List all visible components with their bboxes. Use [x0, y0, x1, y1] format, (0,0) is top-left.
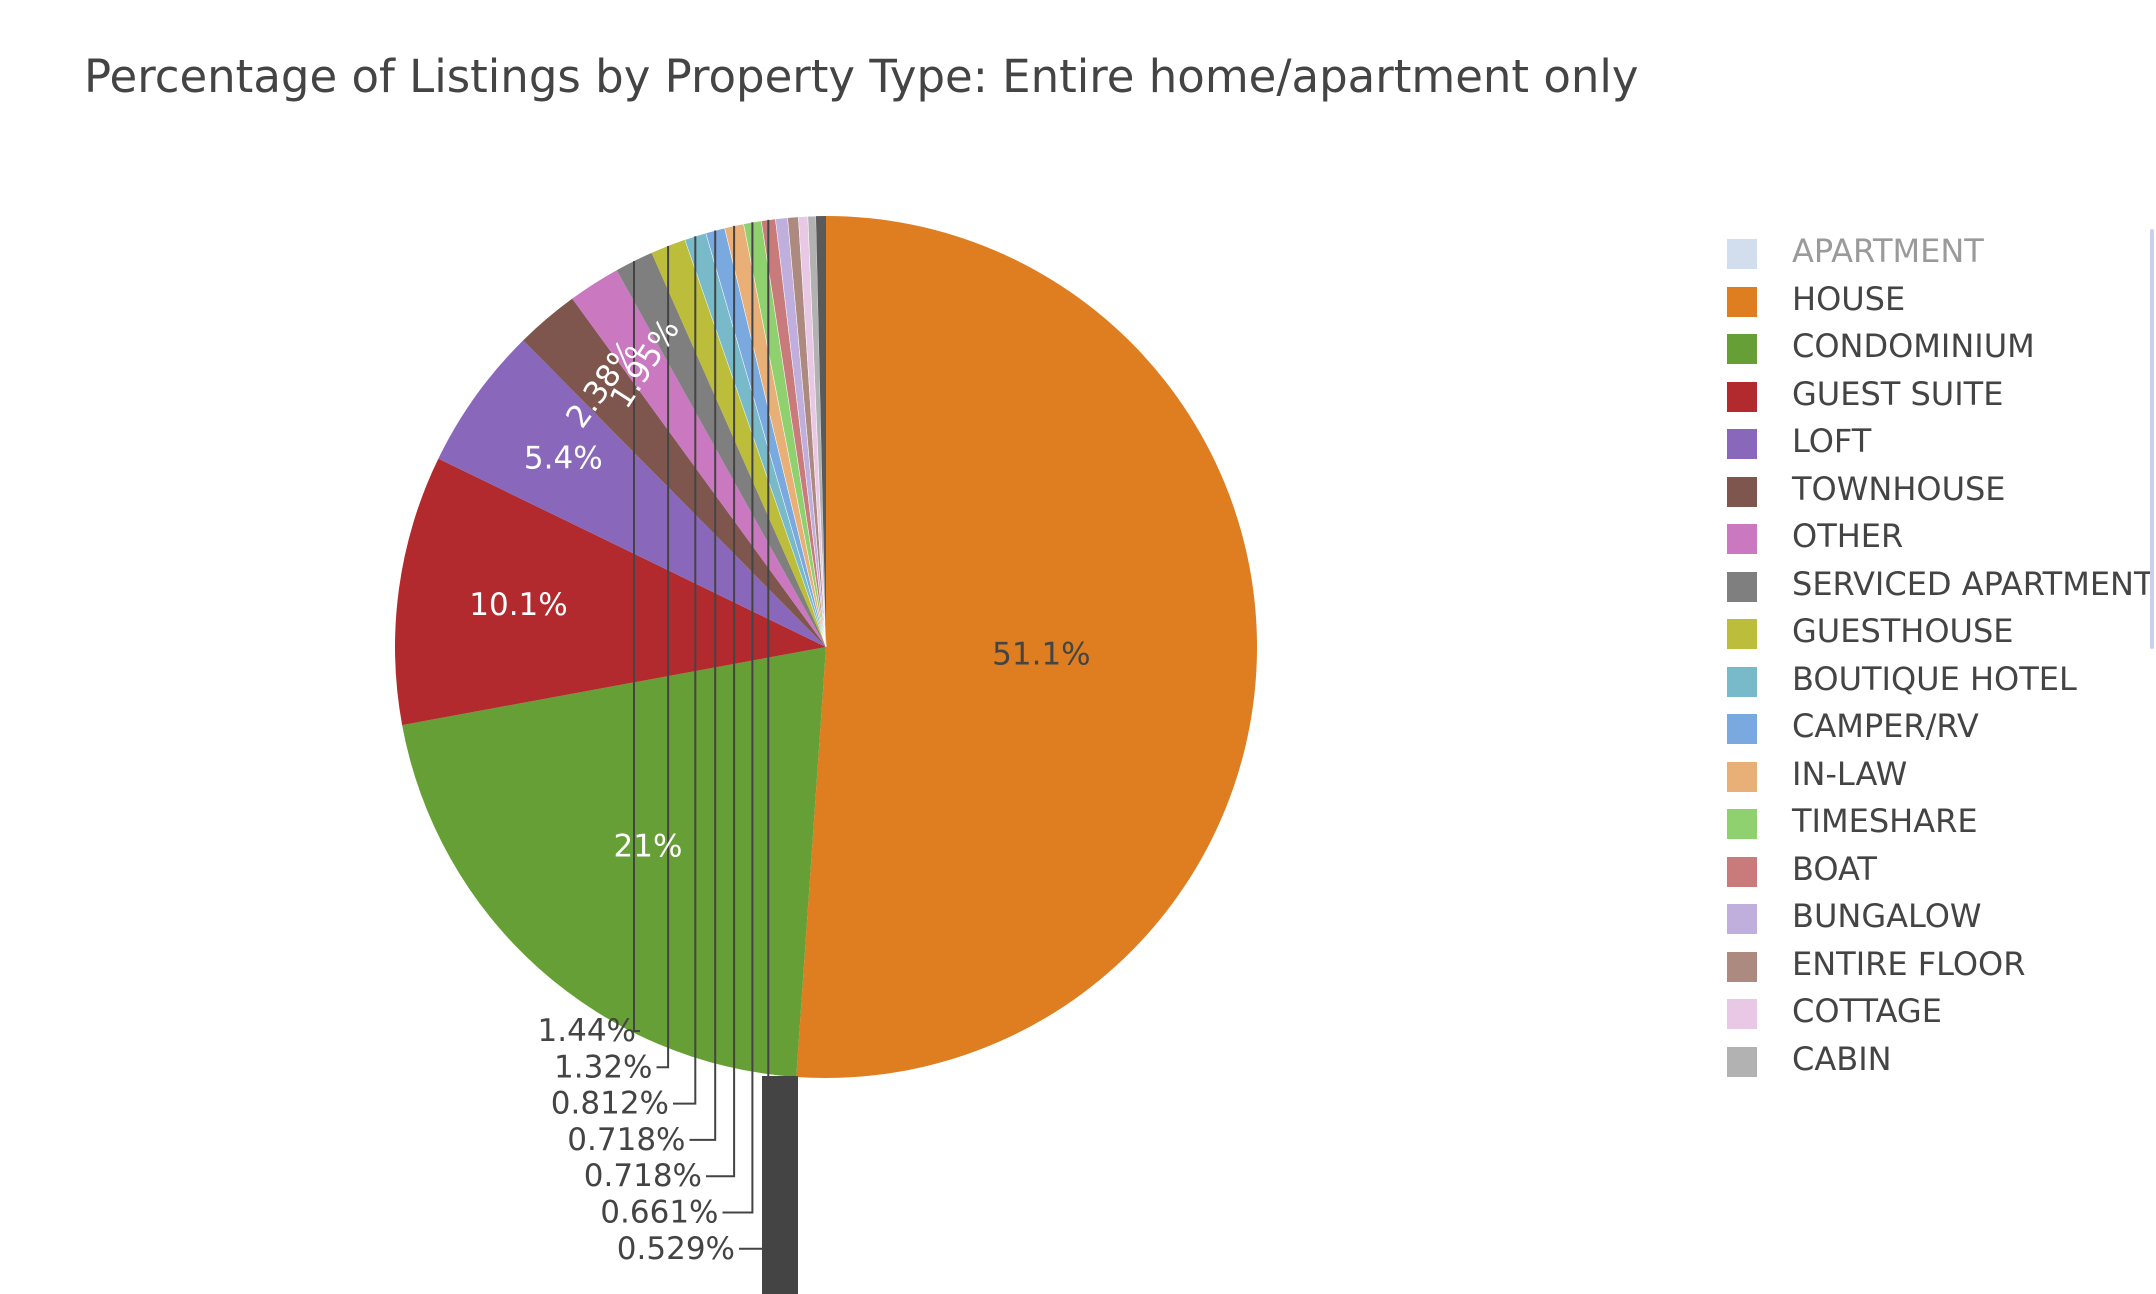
leader-line — [656, 246, 670, 1069]
legend-label: BUNGALOW — [1792, 897, 1982, 935]
legend-swatch — [1727, 571, 1757, 602]
slice-label: 51.1% — [992, 636, 1090, 672]
legend-swatch — [1727, 809, 1757, 839]
legend-label: SERVICED APARTMENT — [1792, 564, 2154, 603]
legend-swatch — [1727, 619, 1757, 649]
pie-slice-guest-suite[interactable] — [395, 458, 826, 726]
legend-label: HOUSE — [1792, 279, 1906, 318]
legend-swatch — [1727, 476, 1757, 507]
slice-label-outside: 0.529% — [617, 1231, 735, 1267]
pie-slice-loft[interactable] — [438, 340, 826, 647]
legend-label: IN-LAW — [1792, 754, 1908, 793]
slice-label-outside: 0.661% — [600, 1195, 718, 1231]
leader-line — [633, 261, 640, 1032]
legend-swatch — [1727, 334, 1757, 364]
slice-label-outside: 0.718% — [567, 1122, 685, 1158]
slice-label-outside: 0.718% — [584, 1158, 702, 1194]
legend-swatch — [1727, 714, 1757, 744]
legend-label: CONDOMINIUM — [1792, 327, 2035, 365]
legend-swatch — [1727, 951, 1757, 982]
legend-swatch — [1727, 761, 1757, 792]
legend-label: GUESTHOUSE — [1792, 612, 2014, 650]
legend-label: LOFT — [1792, 422, 1872, 460]
pie-slice-cabin[interactable] — [807, 215, 827, 648]
legend-label: GUEST SUITE — [1792, 374, 2004, 413]
slice-labels: 51.1%21%10.1%5.4%2.38%1.95%1.44%1.32%0.8… — [469, 313, 1090, 1267]
leader-line — [673, 236, 697, 1105]
leader-line-bundle — [762, 1076, 798, 1294]
legend-swatch — [1727, 904, 1757, 934]
pie-slices — [395, 215, 1258, 1079]
legend-swatch — [1727, 524, 1757, 554]
legend-swatch — [1727, 429, 1757, 459]
legend-label: CAMPER/RV — [1792, 707, 1979, 745]
leader-line — [689, 230, 717, 1141]
slice-label-outside: 1.44% — [538, 1013, 636, 1049]
legend-swatch — [1727, 239, 1757, 269]
legend-label: BOUTIQUE HOTEL — [1792, 659, 2077, 698]
legend-label: ENTIRE FLOOR — [1792, 944, 2026, 983]
legend-label: APARTMENT — [1792, 232, 1984, 270]
slice-label: 5.4% — [524, 441, 603, 477]
legend-label: BOAT — [1792, 849, 1877, 888]
legend-swatch — [1727, 666, 1757, 697]
legend-swatch — [1727, 856, 1757, 887]
legend-label: CABIN — [1792, 1039, 1892, 1078]
pie-slice-townhouse[interactable] — [523, 298, 826, 647]
slice-label-outside: 1.32% — [554, 1049, 652, 1085]
legend-swatch — [1727, 381, 1757, 412]
legend-label: TOWNHOUSE — [1792, 469, 2006, 508]
leader-lines — [633, 219, 798, 1294]
leader-line — [722, 222, 754, 1214]
legend-label: TIMESHARE — [1792, 802, 1978, 840]
slice-label-outside: 0.812% — [551, 1086, 669, 1122]
legend-swatch — [1727, 286, 1757, 317]
pie-slice-house[interactable] — [796, 216, 1258, 1079]
slice-label: 10.1% — [469, 587, 567, 623]
chart-title: Percentage of Listings by Property Type:… — [84, 50, 1639, 103]
legend-label: COTTAGE — [1792, 992, 1942, 1030]
legend-swatch — [1727, 1046, 1757, 1077]
legend-label: OTHER — [1792, 517, 1904, 555]
pie-slice-other[interactable] — [572, 270, 826, 647]
leader-line — [706, 225, 736, 1178]
pie-slice-remaining[interactable] — [815, 216, 826, 647]
legend-scrollbar[interactable] — [2150, 229, 2154, 649]
legend-swatch — [1727, 999, 1757, 1029]
slice-label: 21% — [614, 828, 683, 864]
pie-slice-condominium[interactable] — [402, 647, 826, 1077]
